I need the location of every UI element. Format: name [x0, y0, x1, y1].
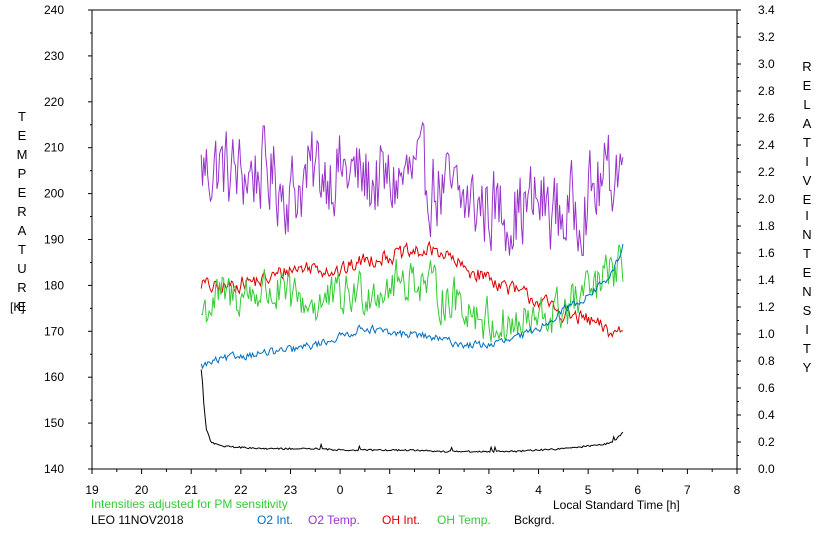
series-line-bckgrd — [200, 369, 624, 454]
right-tick-label: 0.0 — [758, 462, 775, 476]
legend-o2-int: O2 Int. — [257, 513, 294, 527]
left-tick-label: 210 — [44, 141, 64, 155]
left-tick-label: 150 — [44, 416, 64, 430]
legend-oh-int: OH Int. — [382, 513, 421, 527]
x-tick-label: 22 — [234, 483, 248, 497]
right-tick-label: 2.6 — [758, 111, 775, 125]
x-tick-label: 6 — [634, 483, 641, 497]
x-tick-label: 23 — [284, 483, 298, 497]
left-tick-label: 160 — [44, 370, 64, 384]
series-line-o2-temp — [200, 121, 624, 256]
x-tick-label: 19 — [85, 483, 99, 497]
plot-frame — [91, 9, 738, 470]
right-axis-title-2: I N T E N S I T Y — [802, 208, 812, 375]
x-tick-label: 20 — [135, 483, 149, 497]
left-tick-label: 180 — [44, 278, 64, 292]
right-tick-label: 3.4 — [758, 3, 775, 17]
series-line-oh-int — [200, 240, 623, 339]
legend-bckgrd: Bckgrd. — [514, 513, 555, 527]
legend-oh-temp: OH Temp. — [437, 513, 491, 527]
right-tick-label: 0.2 — [758, 435, 775, 449]
x-tick-label: 7 — [684, 483, 691, 497]
left-tick-label: 170 — [44, 324, 64, 338]
left-axis-ticks: 140 150 160 170 180 190 200 210 220 230 240 — [44, 3, 92, 476]
right-tick-label: 0.8 — [758, 354, 775, 368]
right-tick-label: 2.4 — [758, 138, 775, 152]
left-tick-label: 200 — [44, 187, 64, 201]
left-axis-unit: [K] — [10, 300, 25, 314]
x-tick-label: 4 — [535, 483, 542, 497]
left-tick-label: 140 — [44, 462, 64, 476]
right-axis-title-1: R E L A T I V E — [802, 59, 812, 207]
right-tick-label: 1.0 — [758, 327, 775, 341]
series-layer — [200, 121, 624, 454]
left-tick-label: 230 — [44, 49, 64, 63]
right-tick-label: 3.0 — [758, 57, 775, 71]
x-tick-label: 3 — [486, 483, 493, 497]
left-tick-label: 220 — [44, 95, 64, 109]
x-axis-ticks: 19 20 21 22 23 0 1 2 3 4 5 6 7 8 — [85, 469, 741, 497]
right-tick-label: 1.2 — [758, 300, 775, 314]
series-line-o2-int — [200, 243, 624, 370]
x-tick-label: 5 — [585, 483, 592, 497]
right-tick-label: 2.8 — [758, 84, 775, 98]
x-tick-label: 2 — [436, 483, 443, 497]
station-date: LEO 11NOV2018 — [91, 513, 184, 527]
right-tick-label: 1.4 — [758, 273, 775, 287]
right-tick-label: 0.4 — [758, 408, 775, 422]
right-tick-label: 2.2 — [758, 165, 775, 179]
right-tick-label: 1.8 — [758, 219, 775, 233]
right-tick-label: 3.2 — [758, 30, 775, 44]
x-axis-title: Local Standard Time [h] — [553, 498, 680, 512]
right-tick-label: 1.6 — [758, 246, 775, 260]
sensitivity-note: Intensities adjusted for PM sensitivity — [91, 497, 288, 511]
right-tick-label: 0.6 — [758, 381, 775, 395]
right-axis-ticks: 0.0 0.2 0.4 0.6 0.8 1.0 1.2 1.4 1.6 1.8 2.0 2.2 2.4 2… — [737, 3, 775, 476]
left-tick-label: 240 — [44, 3, 64, 17]
right-tick-label: 2.0 — [758, 192, 775, 206]
x-tick-label: 21 — [185, 483, 199, 497]
left-axis-title: T E M P E R A T U R E — [16, 109, 28, 314]
x-tick-label: 8 — [734, 483, 741, 497]
legend-o2-temp: O2 Temp. — [308, 513, 360, 527]
x-tick-label: 1 — [386, 483, 393, 497]
x-tick-label: 0 — [337, 483, 344, 497]
series-line-oh-temp — [201, 244, 624, 343]
left-tick-label: 190 — [44, 233, 64, 247]
